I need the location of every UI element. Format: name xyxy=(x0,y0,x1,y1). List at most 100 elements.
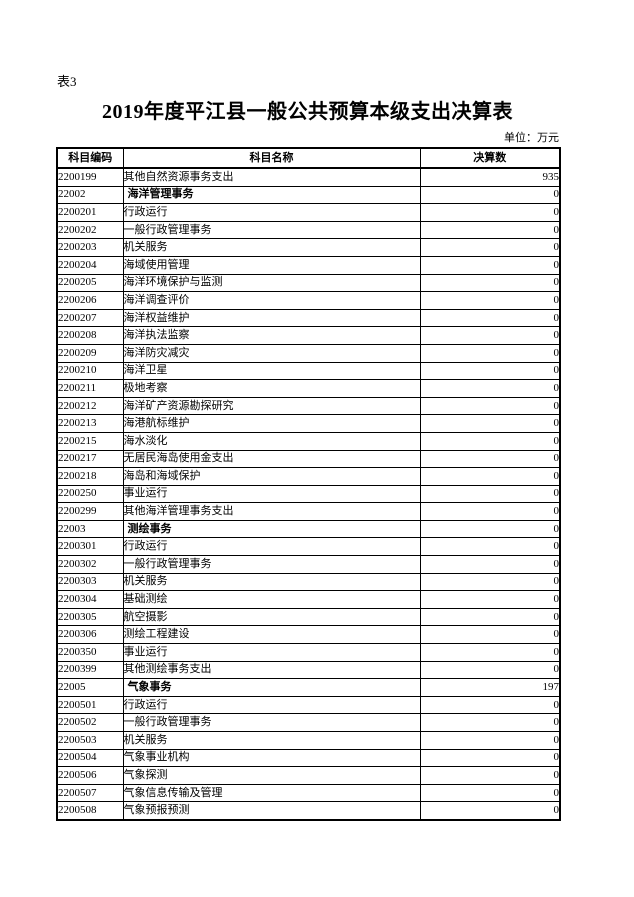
table-row: 2200204 海域使用管理 0 xyxy=(56,255,561,275)
subject-name-cell: 事业运行 xyxy=(122,484,421,504)
table-body: 2200199 其他自然资源事务支出 935 22002 海洋管理事务 0 22… xyxy=(56,167,561,821)
subject-name-cell: 海洋权益维护 xyxy=(122,308,421,328)
subject-code-cell: 2200211 xyxy=(56,379,124,398)
subject-name-cell: 一般行政管理事务 xyxy=(122,555,421,574)
table-row: 2200217 无居民海岛使用金支出 0 xyxy=(56,449,561,469)
table-row: 2200199 其他自然资源事务支出 935 xyxy=(56,167,561,187)
subject-code-cell: 2200204 xyxy=(56,255,124,275)
subject-code-cell: 22005 xyxy=(56,678,124,697)
final-amount-cell: 0 xyxy=(419,555,561,574)
final-amount-cell: 0 xyxy=(419,748,561,768)
subject-code-cell: 2200201 xyxy=(56,203,124,222)
subject-code-cell: 2200207 xyxy=(56,308,124,328)
budget-table: 科目编码 科目名称 决算数 2200199 其他自然资源事务支出 935 220… xyxy=(56,147,561,821)
final-amount-cell: 0 xyxy=(419,695,561,715)
subject-name-cell: 海水淡化 xyxy=(122,431,421,451)
subject-code-cell: 2200203 xyxy=(56,238,124,257)
subject-name-cell: 海洋卫星 xyxy=(122,361,421,381)
final-amount-cell: 0 xyxy=(419,449,561,469)
subject-code-cell: 2200208 xyxy=(56,326,124,345)
subject-name-cell: 海港航标维护 xyxy=(122,414,421,433)
final-amount-cell: 0 xyxy=(419,343,561,363)
subject-code-cell: 2200501 xyxy=(56,695,124,715)
final-amount-cell: 0 xyxy=(419,308,561,328)
subject-code-cell: 2200212 xyxy=(56,396,124,416)
final-amount-cell: 0 xyxy=(419,238,561,257)
subject-name-cell: 事业运行 xyxy=(122,643,421,662)
table-row: 2200210 海洋卫星 0 xyxy=(56,361,561,381)
unit-note: 单位：万元 xyxy=(504,132,559,144)
subject-name-cell: 气象探测 xyxy=(122,766,421,785)
table-row: 2200206 海洋调查评价 0 xyxy=(56,291,561,310)
subject-code-cell: 2200303 xyxy=(56,572,124,592)
final-amount-cell: 0 xyxy=(419,255,561,275)
subject-code-cell: 2200304 xyxy=(56,590,124,609)
subject-code-cell: 2200218 xyxy=(56,467,124,486)
table-row: 2200208 海洋执法监察 0 xyxy=(56,326,561,345)
final-amount-cell: 0 xyxy=(419,502,561,521)
final-amount-cell: 0 xyxy=(419,203,561,222)
final-amount-cell: 0 xyxy=(419,731,561,750)
subject-name-cell: 其他自然资源事务支出 xyxy=(122,167,421,187)
final-amount-cell: 0 xyxy=(419,519,561,539)
table-row: 2200302 一般行政管理事务 0 xyxy=(56,555,561,574)
subject-name-cell: 气象预报预测 xyxy=(122,801,421,821)
subject-code-cell: 2200213 xyxy=(56,414,124,433)
final-amount-cell: 0 xyxy=(419,185,561,205)
final-amount-cell: 0 xyxy=(419,273,561,293)
subject-name-cell: 机关服务 xyxy=(122,238,421,257)
column-header-final-amount: 决算数 xyxy=(419,147,561,169)
table-row: 2200507 气象信息传输及管理 0 xyxy=(56,783,561,803)
subject-name-cell: 气象信息传输及管理 xyxy=(122,783,421,803)
table-row: 2200209 海洋防灾减灾 0 xyxy=(56,343,561,363)
subject-code-cell: 22002 xyxy=(56,185,124,205)
table-row: 22002 海洋管理事务 0 xyxy=(56,185,561,205)
table-row: 2200508 气象预报预测 0 xyxy=(56,801,561,821)
final-amount-cell: 0 xyxy=(419,326,561,345)
final-amount-cell: 0 xyxy=(419,537,561,557)
table-row: 2200218 海岛和海域保护 0 xyxy=(56,467,561,486)
subject-code-cell: 2200299 xyxy=(56,502,124,521)
subject-name-cell: 机关服务 xyxy=(122,572,421,592)
final-amount-cell: 0 xyxy=(419,625,561,645)
table-row: 2200299 其他海洋管理事务支出 0 xyxy=(56,502,561,521)
table-row: 2200215 海水淡化 0 xyxy=(56,431,561,451)
subject-code-cell: 2200250 xyxy=(56,484,124,504)
final-amount-cell: 0 xyxy=(419,220,561,240)
subject-name-cell: 海洋调查评价 xyxy=(122,291,421,310)
subject-name-cell: 海洋环境保护与监测 xyxy=(122,273,421,293)
subject-name-cell: 无居民海岛使用金支出 xyxy=(122,449,421,469)
final-amount-cell: 0 xyxy=(419,766,561,785)
final-amount-cell: 0 xyxy=(419,431,561,451)
subject-code-cell: 2200302 xyxy=(56,555,124,574)
subject-code-cell: 2200305 xyxy=(56,607,124,627)
subject-code-cell: 22003 xyxy=(56,519,124,539)
subject-name-cell: 其他测绘事务支出 xyxy=(122,660,421,680)
table-row: 2200212 海洋矿产资源勘探研究 0 xyxy=(56,396,561,416)
table-row: 2200506 气象探测 0 xyxy=(56,766,561,785)
table-row: 2200211 极地考察 0 xyxy=(56,379,561,398)
subject-name-cell: 气象事业机构 xyxy=(122,748,421,768)
subject-code-cell: 2200399 xyxy=(56,660,124,680)
subject-name-cell: 行政运行 xyxy=(122,695,421,715)
subject-code-cell: 2200506 xyxy=(56,766,124,785)
final-amount-cell: 0 xyxy=(419,660,561,680)
subject-name-cell: 基础测绘 xyxy=(122,590,421,609)
header-row: 科目编码 科目名称 决算数 xyxy=(56,147,561,169)
table-number-label: 表3 xyxy=(57,74,77,89)
subject-name-cell: 海域使用管理 xyxy=(122,255,421,275)
final-amount-cell: 0 xyxy=(419,291,561,310)
table-row: 2200504 气象事业机构 0 xyxy=(56,748,561,768)
final-amount-cell: 0 xyxy=(419,396,561,416)
final-amount-cell: 0 xyxy=(419,607,561,627)
subject-code-cell: 2200504 xyxy=(56,748,124,768)
subject-name-cell: 行政运行 xyxy=(122,537,421,557)
final-amount-cell: 0 xyxy=(419,643,561,662)
table-row: 2200502 一般行政管理事务 0 xyxy=(56,713,561,732)
table-row: 2200501 行政运行 0 xyxy=(56,695,561,715)
subject-code-cell: 2200350 xyxy=(56,643,124,662)
final-amount-cell: 0 xyxy=(419,361,561,381)
table-row: 22003 测绘事务 0 xyxy=(56,519,561,539)
subject-code-cell: 2200205 xyxy=(56,273,124,293)
final-amount-cell: 0 xyxy=(419,590,561,609)
